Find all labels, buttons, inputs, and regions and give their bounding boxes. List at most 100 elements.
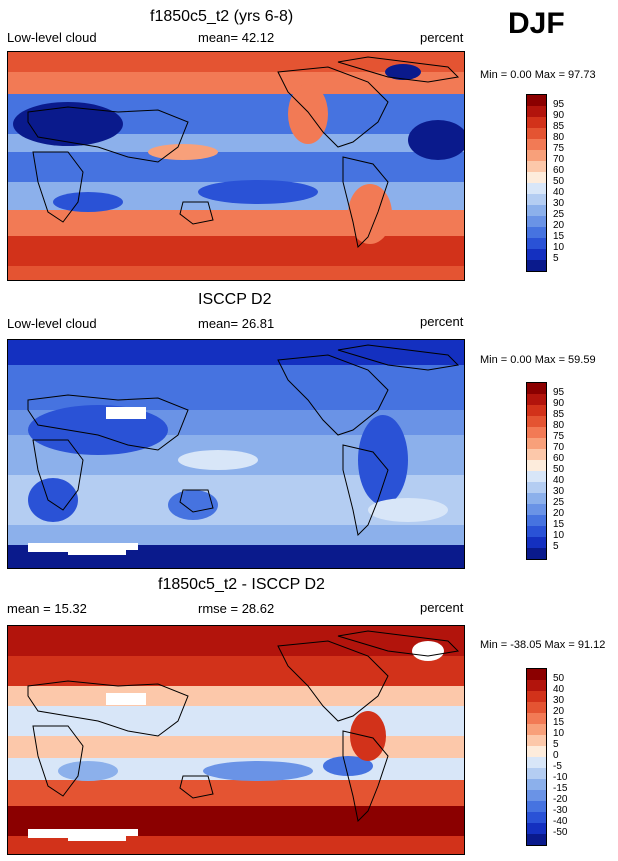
colorbar-swatch [527,801,546,812]
colorbar-tick-label: 5 [553,253,559,264]
colorbar-swatch [527,548,546,559]
colorbar-swatch [527,460,546,471]
colorbar-swatch [527,823,546,834]
colorbar-swatch [527,161,546,172]
colorbar-swatch [527,504,546,515]
colorbar-tick-label: 40 [553,187,565,198]
panel-3-minmax: Min = -38.05 Max = 91.12 [480,639,606,651]
colorbar-tick-label: 40 [553,684,565,695]
panel-3-map [7,625,465,855]
season-label: DJF [508,7,565,40]
colorbar-swatch [527,526,546,537]
colorbar-swatch [527,790,546,801]
colorbar-swatch [527,515,546,526]
colorbar-tick-label: 30 [553,198,565,209]
panel-2-minmax: Min = 0.00 Max = 59.59 [480,354,596,366]
colorbar-tick-label: 25 [553,209,565,220]
colorbar-tick-label: 90 [553,110,565,121]
panel-2-variable-label: Low-level cloud [7,316,97,331]
panel-2-mean: mean= 26.81 [198,316,275,331]
colorbar-tick-label: 20 [553,706,565,717]
panel-3-units: percent [420,600,464,615]
colorbar-tick-label: 90 [553,398,565,409]
colorbar-tick-label: 50 [553,673,565,684]
colorbar-tick-label: 70 [553,442,565,453]
colorbar-swatch [527,471,546,482]
colorbar-tick-label: 0 [553,750,559,761]
colorbar-tick-label: 5 [553,739,559,750]
colorbar-tick-label: 40 [553,475,565,486]
colorbar-tick-label: -10 [553,772,568,783]
colorbar-tick-label: -30 [553,805,568,816]
colorbar-tick-label: 95 [553,99,565,110]
colorbar-swatch [527,449,546,460]
panel-3-mean: mean = 15.32 [7,601,87,616]
colorbar-tick-label: 15 [553,231,565,242]
colorbar-tick-label: 95 [553,387,565,398]
colorbar-swatch [527,227,546,238]
panel-2-units: percent [420,314,464,329]
colorbar-tick-label: 80 [553,420,565,431]
colorbar-swatch [527,757,546,768]
colorbar-swatch [527,482,546,493]
colorbar-tick-label: 30 [553,486,565,497]
panel-1-variable-label: Low-level cloud [7,30,97,45]
colorbar-tick-label: 70 [553,154,565,165]
colorbar-swatch [527,702,546,713]
panel-3-rmse: rmse = 28.62 [198,601,275,616]
colorbar-swatch [527,438,546,449]
colorbar-swatch [527,183,546,194]
colorbar-tick-label: 15 [553,717,565,728]
colorbar-swatch [527,106,546,117]
panel-2-colorbar [526,382,547,560]
colorbar-tick-label: 50 [553,176,565,187]
colorbar-tick-label: 25 [553,497,565,508]
panel-2-map [7,339,465,569]
colorbar-swatch [527,669,546,680]
colorbar-tick-label: -50 [553,827,568,838]
colorbar-swatch [527,834,546,845]
colorbar-swatch [527,691,546,702]
panel-1-map [7,51,465,281]
colorbar-tick-label: 20 [553,220,565,231]
panel-1-mean: mean= 42.12 [198,30,275,45]
colorbar-swatch [527,427,546,438]
colorbar-swatch [527,405,546,416]
colorbar-tick-label: 15 [553,519,565,530]
colorbar-swatch [527,680,546,691]
colorbar-tick-label: 85 [553,121,565,132]
colorbar-swatch [527,260,546,271]
panel-1-colorbar [526,94,547,272]
colorbar-tick-label: -15 [553,783,568,794]
colorbar-tick-label: 60 [553,165,565,176]
panel-3-colorbar [526,668,547,846]
panel-1-title: f1850c5_t2 (yrs 6-8) [150,8,294,25]
colorbar-tick-label: 5 [553,541,559,552]
colorbar-swatch [527,194,546,205]
colorbar-swatch [527,812,546,823]
colorbar-tick-label: 75 [553,143,565,154]
colorbar-tick-label: 80 [553,132,565,143]
colorbar-swatch [527,150,546,161]
colorbar-tick-label: 10 [553,728,565,739]
colorbar-tick-label: 75 [553,431,565,442]
colorbar-swatch [527,768,546,779]
colorbar-swatch [527,249,546,260]
colorbar-tick-label: 20 [553,508,565,519]
colorbar-swatch [527,394,546,405]
colorbar-swatch [527,735,546,746]
colorbar-tick-label: -40 [553,816,568,827]
colorbar-tick-label: -20 [553,794,568,805]
colorbar-tick-label: 50 [553,464,565,475]
colorbar-tick-label: 10 [553,242,565,253]
colorbar-swatch [527,117,546,128]
colorbar-swatch [527,383,546,394]
colorbar-tick-label: -5 [553,761,562,772]
colorbar-tick-label: 10 [553,530,565,541]
colorbar-swatch [527,724,546,735]
colorbar-swatch [527,416,546,427]
colorbar-swatch [527,746,546,757]
colorbar-swatch [527,205,546,216]
colorbar-swatch [527,779,546,790]
colorbar-tick-label: 85 [553,409,565,420]
